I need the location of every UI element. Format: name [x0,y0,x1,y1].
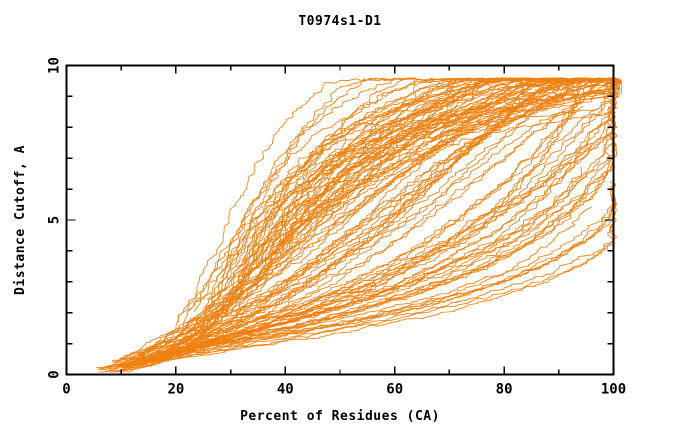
series-curve [123,123,617,368]
x-tick-label: 100 [601,382,626,398]
page-title: T0974s1-D1 [298,14,382,29]
series-curve [243,79,618,300]
series-curve [210,79,454,314]
series-curve [158,77,615,353]
series-curve [112,80,621,363]
series-curve [234,77,485,303]
x-axis-title: Percent of Residues (CA) [240,409,440,424]
series-curve [111,81,582,363]
y-tick-label: 10 [47,57,63,74]
series-curves-group [96,76,623,373]
series-curve [125,187,616,368]
x-tick-label: 0 [62,382,70,398]
y-tick-label: 0 [47,370,63,378]
series-curve [176,77,464,345]
series-curve [129,80,574,366]
y-tick-label: 5 [47,216,63,224]
series-curve [210,102,450,327]
series-curve [167,77,531,359]
series-curve [160,77,611,359]
series-curve [123,77,547,357]
series-curve [177,77,594,347]
series-curve [126,111,618,366]
series-curve [118,81,623,368]
series-curve [129,77,602,360]
axis-ticks [65,64,615,376]
series-curve [127,78,616,367]
x-tick-label: 20 [167,382,184,398]
series-curve [98,206,592,373]
series-curve [132,77,582,360]
x-tick-label: 40 [277,382,294,398]
series-curve [148,80,560,353]
x-tick-label: 80 [496,382,513,398]
series-curve [177,77,394,324]
x-tick-labels: 0 20 40 60 80 100 [62,382,626,398]
series-curve [192,96,617,336]
series-curve [127,107,615,367]
y-tick-labels: 0 5 10 [47,57,63,379]
series-curve [104,161,613,371]
series-curve [126,81,600,363]
y-axis-title: Distance Cutoff, A [13,145,28,295]
series-curve [111,105,584,361]
series-curve [105,139,615,372]
series-curve [136,79,570,354]
series-curve [325,77,586,177]
series-curve [255,82,561,291]
x-tick-label: 60 [386,382,403,398]
series-curve [204,77,436,315]
series-curve [199,81,617,336]
